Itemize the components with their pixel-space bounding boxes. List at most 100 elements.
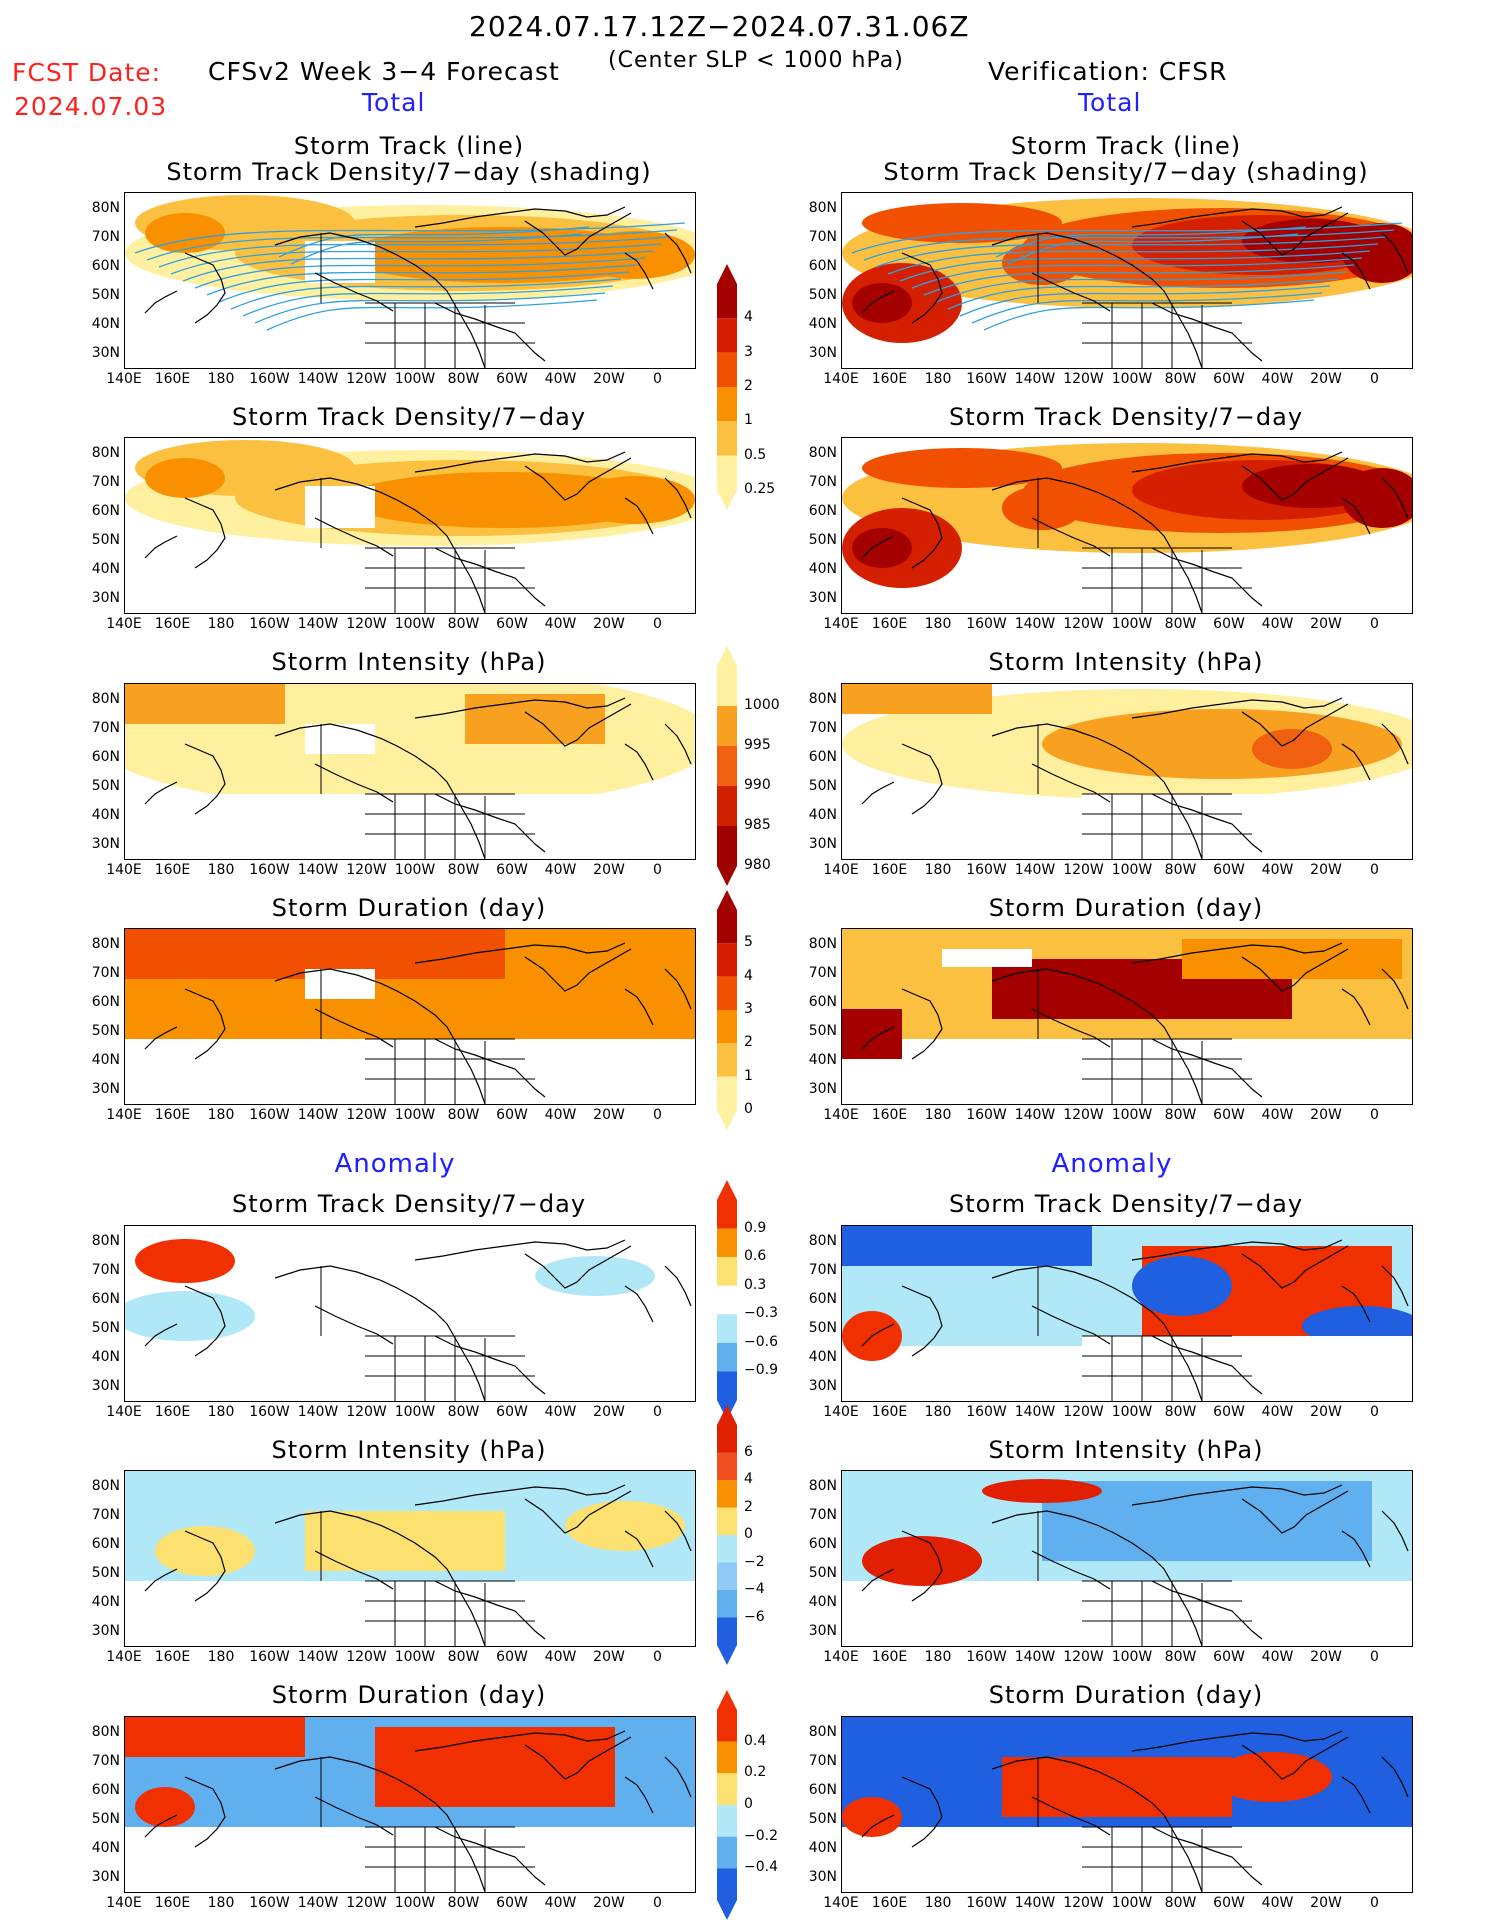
lat-label: 50N: [91, 778, 120, 794]
colorbar-label: 0.2: [744, 1764, 767, 1781]
lon-label: 180: [207, 616, 235, 632]
lon-label: 60W: [1213, 371, 1245, 387]
p3-left-title: Storm Intensity (hPa): [271, 648, 547, 676]
lon-label: 140W: [297, 1404, 339, 1420]
p1-left-title-a: Storm Track (line): [293, 132, 525, 160]
lon-label: 40W: [544, 371, 577, 387]
lon-label: 160E: [871, 1107, 908, 1123]
colorbar-swatch: [717, 826, 737, 866]
lon-label: 20W: [1310, 1107, 1342, 1123]
colorbar-swatch: [717, 1342, 737, 1372]
lat-label: 80N: [808, 691, 837, 707]
fcst-date-value: 2024.07.03: [14, 92, 168, 121]
colorbar-label: 0.9: [744, 1219, 767, 1236]
colorbar-swatch: [717, 910, 737, 944]
lon-label: 140E: [823, 371, 859, 387]
colorbar-label: 4: [744, 1471, 753, 1487]
colorbar-label: 0: [744, 1796, 753, 1812]
lon-label: 180: [924, 616, 952, 632]
lon-label: 160E: [871, 1649, 908, 1665]
lon-label: 140W: [297, 1107, 339, 1123]
storm-track-line: [1007, 233, 1299, 265]
lat-label: 50N: [808, 1565, 837, 1581]
storm-track-line: [206, 264, 638, 296]
lon-label: 180: [924, 1649, 952, 1665]
lat-label: 40N: [91, 1840, 120, 1856]
lon-label: 120W: [346, 616, 387, 632]
lon-label: 140E: [823, 1649, 859, 1665]
lon-label: 60W: [1213, 616, 1245, 632]
colorbar-swatch: [717, 1076, 737, 1110]
lon-label: 140E: [106, 1649, 142, 1665]
map-panel-4-verification: [841, 928, 1413, 1105]
colorbar-swatch: [717, 1741, 737, 1774]
colorbar-label: 0: [744, 1101, 753, 1117]
lat-label: 70N: [808, 1753, 837, 1769]
lat-label: 70N: [91, 229, 120, 245]
colorbar-label: 0.25: [744, 481, 776, 497]
lon-label: 160W: [966, 371, 1007, 387]
lat-label: 70N: [808, 474, 837, 490]
lon-label: 20W: [593, 1404, 625, 1420]
lon-label: 160W: [966, 862, 1007, 878]
colorbar-swatch: [717, 1043, 737, 1077]
storm-track-line: [923, 264, 1355, 296]
map-panel-7-forecast: [124, 1716, 696, 1893]
colorbar-label: −0.3: [744, 1305, 778, 1322]
right-anomaly-label: Anomaly: [1051, 1149, 1173, 1179]
lat-label: 60N: [808, 1536, 837, 1552]
colorbar-label: 980: [744, 857, 771, 873]
lat-label: 40N: [808, 807, 837, 823]
lat-label: 50N: [91, 532, 120, 548]
colorbar-cap-bottom: [717, 1110, 737, 1130]
lat-label: 80N: [91, 200, 120, 216]
lon-label: 0: [653, 1107, 662, 1123]
colorbar-swatch: [717, 1836, 737, 1869]
lon-label: 140W: [1014, 1895, 1056, 1911]
colorbar-swatch: [717, 746, 737, 786]
colorbar-swatch: [717, 284, 737, 319]
lon-label: 160W: [249, 1107, 290, 1123]
storm-track-line: [899, 250, 1371, 282]
map-shading: [125, 440, 695, 613]
lat-label: 40N: [808, 316, 837, 332]
storm-track-line: [158, 236, 670, 268]
lat-label: 50N: [808, 1811, 837, 1827]
lat-label: 80N: [808, 1233, 837, 1249]
lon-label: 40W: [544, 1404, 577, 1420]
lat-label: 40N: [808, 1052, 837, 1068]
lat-label: 70N: [91, 1262, 120, 1278]
lon-label: 120W: [346, 1649, 387, 1665]
lon-label: 180: [207, 1895, 235, 1911]
colorbar-label: −6: [744, 1608, 765, 1625]
p5-left-title: Storm Track Density/7−day: [231, 1190, 587, 1218]
lon-label: 140W: [297, 1895, 339, 1911]
lon-label: 60W: [1213, 1107, 1245, 1123]
lon-label: 180: [207, 1107, 235, 1123]
colorbar-label: 6: [744, 1443, 753, 1460]
lon-label: 120W: [346, 1404, 387, 1420]
lon-label: 80W: [447, 1107, 480, 1123]
lat-label: 80N: [91, 691, 120, 707]
lon-label: 180: [207, 862, 235, 878]
lon-label: 40W: [544, 862, 577, 878]
lat-label: 50N: [91, 287, 120, 303]
lat-label: 40N: [808, 1349, 837, 1365]
map-panel-5-forecast: [124, 1225, 696, 1402]
map-shading: [125, 1239, 692, 1401]
lon-label: 160E: [871, 1404, 908, 1420]
map-panel-3-verification: [841, 683, 1413, 860]
lat-label: 30N: [808, 836, 837, 852]
colorbar-label: −2: [744, 1553, 765, 1570]
lon-label: 120W: [346, 1107, 387, 1123]
lon-label: 40W: [544, 1895, 577, 1911]
lon-label: 140E: [823, 1895, 859, 1911]
colorbar-label: 0.5: [744, 446, 767, 463]
storm-track-line: [971, 292, 1323, 324]
colorbar-label: 4: [744, 309, 753, 326]
lon-label: 160E: [154, 862, 191, 878]
lon-label: 120W: [1063, 371, 1104, 387]
lon-label: 20W: [593, 1895, 625, 1911]
lon-label: 140W: [1014, 1404, 1056, 1420]
lat-label: 80N: [91, 445, 120, 461]
